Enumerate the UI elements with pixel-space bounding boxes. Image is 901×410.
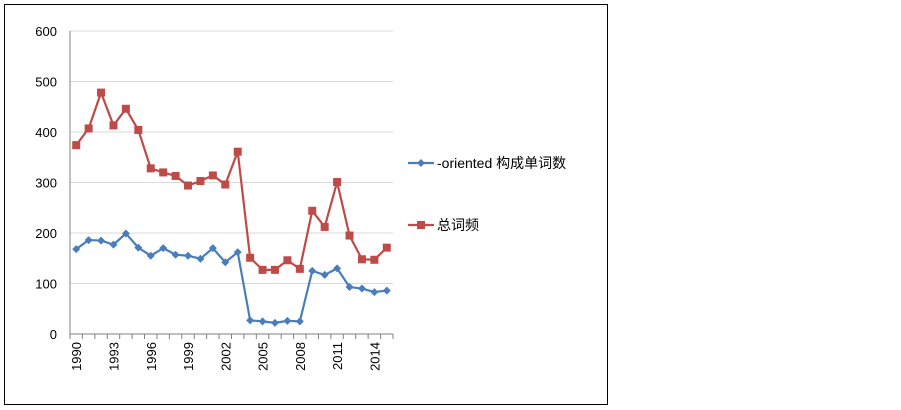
series-2-point-2014 xyxy=(370,255,379,264)
series-2-point-2008 xyxy=(295,264,304,273)
y-tick-label-400: 400 xyxy=(35,125,57,140)
x-tick-label-2002: 2002 xyxy=(218,342,233,371)
grid-lines xyxy=(70,30,393,284)
series-1-point-1990 xyxy=(72,245,81,254)
legend-marker-2 xyxy=(417,221,425,229)
series-1-point-2000 xyxy=(196,254,205,263)
series-2-point-2004 xyxy=(246,253,255,262)
series-1-point-1997 xyxy=(159,244,168,253)
x-tick-label-1996: 1996 xyxy=(144,342,159,371)
series-1-point-2010 xyxy=(320,270,329,279)
series-2-point-2001 xyxy=(208,171,217,180)
legend-marker-1 xyxy=(417,159,425,167)
series-2-point-1999 xyxy=(184,181,193,190)
x-tick-label-1993: 1993 xyxy=(106,342,121,371)
series-2-point-2013 xyxy=(357,255,366,264)
series-2-point-2002 xyxy=(221,180,230,189)
x-tick-label-1999: 1999 xyxy=(181,342,196,371)
legend-label-2: 总词频 xyxy=(437,217,479,233)
series-1-point-2015 xyxy=(382,286,391,295)
series-1-point-2013 xyxy=(357,284,366,293)
series-2-point-2010 xyxy=(320,222,329,231)
series-2-point-1998 xyxy=(171,171,180,180)
series-1-point-2011 xyxy=(333,264,342,273)
series-1-point-1994 xyxy=(121,229,130,238)
series-2-point-1997 xyxy=(159,168,168,177)
series-1-point-2004 xyxy=(246,316,255,325)
series-2-point-1991 xyxy=(84,124,93,133)
y-tick-label-500: 500 xyxy=(35,75,57,90)
series-1 xyxy=(72,229,391,327)
series-1-point-2012 xyxy=(345,283,354,292)
series-2-point-2007 xyxy=(283,256,292,265)
series-2-point-1990 xyxy=(72,141,81,150)
series-2 xyxy=(72,88,391,274)
chart-frame: 0 100 200 300 400 500 600 1990 1993 1996 1999 2002… xyxy=(4,4,608,405)
series-2-point-1996 xyxy=(146,164,155,173)
y-tick-label-100: 100 xyxy=(35,277,57,292)
x-tick-labels: 1990 1993 1996 1999 2002 2005 2008 2011 2014 xyxy=(69,342,382,371)
y-tick-label-600: 600 xyxy=(35,24,57,39)
series-1-point-1993 xyxy=(109,240,118,249)
x-tick-label-2014: 2014 xyxy=(367,342,382,371)
legend-label-1: -oriented 构成单词数 xyxy=(437,155,566,171)
series-layer xyxy=(72,88,391,327)
x-tick-label-2008: 2008 xyxy=(293,342,308,371)
series-1-point-1998 xyxy=(171,250,180,259)
series-2-point-1993 xyxy=(109,121,118,130)
series-1-point-2014 xyxy=(370,288,379,297)
series-1-point-2006 xyxy=(270,318,279,327)
series-1-point-2008 xyxy=(295,317,304,326)
series-2-point-2011 xyxy=(333,177,342,186)
series-1-point-2005 xyxy=(258,317,267,326)
series-1-point-2002 xyxy=(221,258,230,267)
y-tick-label-300: 300 xyxy=(35,176,57,191)
x-tick-label-1990: 1990 xyxy=(69,342,84,371)
series-2-point-2003 xyxy=(233,147,242,156)
series-2-point-2009 xyxy=(308,206,317,215)
series-1-point-2001 xyxy=(208,244,217,253)
series-1-point-1999 xyxy=(184,251,193,260)
series-2-point-1995 xyxy=(134,125,143,134)
series-2-point-2012 xyxy=(345,231,354,240)
series-1-point-1995 xyxy=(134,243,143,252)
series-1-point-2009 xyxy=(308,266,317,275)
y-tick-label-0: 0 xyxy=(50,327,57,342)
y-tick-labels: 0 100 200 300 400 500 600 xyxy=(35,24,57,342)
series-1-point-1992 xyxy=(97,236,106,245)
series-1-line xyxy=(75,232,387,324)
series-2-point-2015 xyxy=(382,243,391,252)
series-2-point-2000 xyxy=(196,176,205,185)
series-2-point-2006 xyxy=(270,265,279,274)
series-2-point-1992 xyxy=(97,88,106,97)
series-2-point-2005 xyxy=(258,265,267,274)
y-tick-label-200: 200 xyxy=(35,226,57,241)
x-tick-label-2011: 2011 xyxy=(330,342,345,370)
line-chart: 0 100 200 300 400 500 600 1990 1993 1996 1999 2002… xyxy=(35,24,566,371)
series-1-point-1996 xyxy=(146,251,155,260)
series-1-point-1991 xyxy=(84,236,93,245)
axes xyxy=(69,31,394,339)
series-1-point-2007 xyxy=(283,316,292,325)
series-1-point-2003 xyxy=(233,248,242,257)
x-tick-label-2005: 2005 xyxy=(256,342,271,371)
series-2-point-1994 xyxy=(121,104,130,113)
